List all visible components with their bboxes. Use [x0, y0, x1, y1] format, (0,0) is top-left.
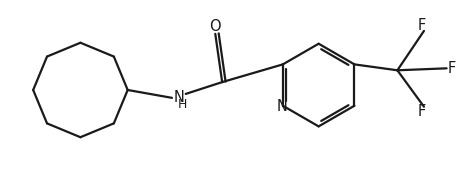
- Text: H: H: [178, 98, 187, 111]
- Text: F: F: [418, 19, 426, 33]
- Text: F: F: [418, 104, 426, 119]
- Text: F: F: [447, 61, 456, 76]
- Text: O: O: [210, 19, 221, 35]
- Text: N: N: [276, 99, 287, 114]
- Text: N: N: [173, 90, 184, 105]
